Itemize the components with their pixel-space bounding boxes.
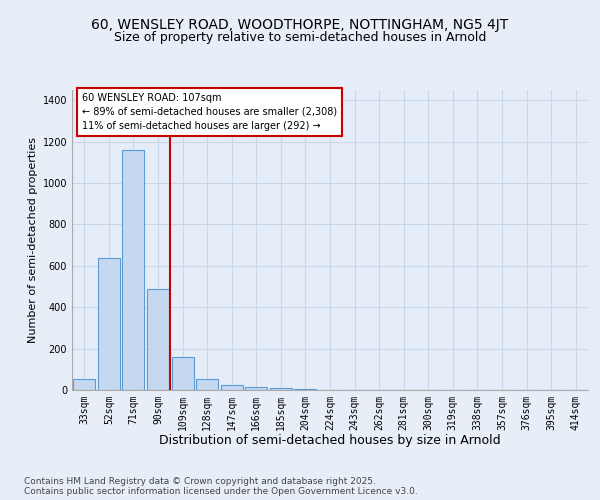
- Text: Size of property relative to semi-detached houses in Arnold: Size of property relative to semi-detach…: [114, 31, 486, 44]
- Y-axis label: Number of semi-detached properties: Number of semi-detached properties: [28, 137, 38, 343]
- Bar: [221, 385, 243, 390]
- Bar: [122, 150, 145, 390]
- Bar: [245, 387, 268, 390]
- Bar: [295, 389, 316, 390]
- Text: Contains HM Land Registry data © Crown copyright and database right 2025.
Contai: Contains HM Land Registry data © Crown c…: [24, 476, 418, 496]
- Bar: [147, 288, 169, 390]
- Text: 60 WENSLEY ROAD: 107sqm
← 89% of semi-detached houses are smaller (2,308)
11% of: 60 WENSLEY ROAD: 107sqm ← 89% of semi-de…: [82, 93, 337, 131]
- Bar: [73, 378, 95, 390]
- X-axis label: Distribution of semi-detached houses by size in Arnold: Distribution of semi-detached houses by …: [159, 434, 501, 448]
- Text: 60, WENSLEY ROAD, WOODTHORPE, NOTTINGHAM, NG5 4JT: 60, WENSLEY ROAD, WOODTHORPE, NOTTINGHAM…: [91, 18, 509, 32]
- Bar: [172, 357, 194, 390]
- Bar: [98, 258, 120, 390]
- Bar: [196, 378, 218, 390]
- Bar: [270, 388, 292, 390]
